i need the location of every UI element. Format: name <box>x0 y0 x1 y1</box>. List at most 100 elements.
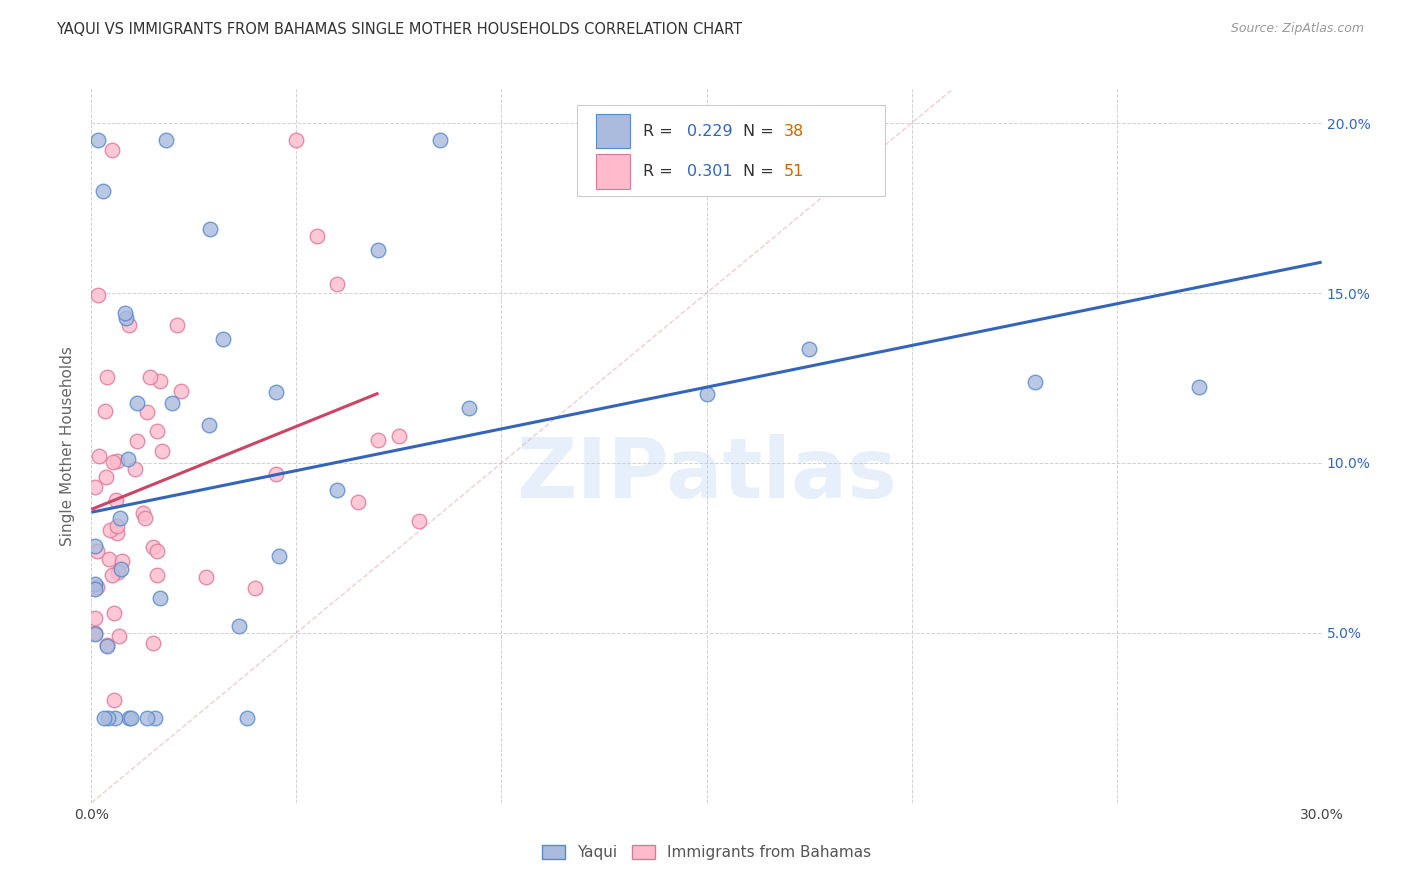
Point <box>101 144 124 158</box>
Point <box>98 524 121 538</box>
FancyBboxPatch shape <box>596 114 630 148</box>
Point <box>84 626 107 640</box>
Point <box>264 385 287 400</box>
Point <box>166 318 188 332</box>
Point <box>105 519 128 533</box>
Point <box>97 552 120 566</box>
Point <box>457 401 479 416</box>
Point <box>132 506 155 520</box>
Point <box>198 417 221 432</box>
Point <box>84 576 107 591</box>
Text: R =: R = <box>643 164 678 179</box>
Point <box>150 444 173 458</box>
Legend: Yaqui, Immigrants from Bahamas: Yaqui, Immigrants from Bahamas <box>536 839 877 866</box>
Point <box>198 221 221 235</box>
Point <box>86 544 108 558</box>
Text: YAQUI VS IMMIGRANTS FROM BAHAMAS SINGLE MOTHER HOUSEHOLDS CORRELATION CHART: YAQUI VS IMMIGRANTS FROM BAHAMAS SINGLE … <box>56 22 742 37</box>
Point <box>160 396 183 410</box>
Point <box>97 711 120 725</box>
Text: 0.229: 0.229 <box>686 124 733 138</box>
Point <box>86 581 108 595</box>
Point <box>101 567 124 582</box>
Point <box>84 582 107 596</box>
Point <box>141 540 163 554</box>
Point <box>125 396 148 410</box>
Text: R =: R = <box>643 124 678 138</box>
Text: N =: N = <box>744 124 779 138</box>
Text: Source: ZipAtlas.com: Source: ZipAtlas.com <box>1230 22 1364 36</box>
Point <box>367 433 389 447</box>
Point <box>695 386 717 401</box>
Point <box>797 342 820 356</box>
Point <box>143 711 166 725</box>
Point <box>94 469 117 483</box>
Point <box>285 133 308 147</box>
Text: ZIPatlas: ZIPatlas <box>516 434 897 515</box>
Point <box>107 629 129 643</box>
Point <box>127 434 149 448</box>
Point <box>149 591 172 605</box>
Point <box>84 611 107 625</box>
Text: N =: N = <box>744 164 779 179</box>
Point <box>103 455 125 469</box>
Point <box>103 607 125 621</box>
FancyBboxPatch shape <box>596 154 630 189</box>
Point <box>84 625 107 640</box>
Point <box>91 184 114 198</box>
Point <box>107 566 129 580</box>
Point <box>155 133 177 147</box>
Point <box>264 467 287 481</box>
Point <box>96 638 118 652</box>
Point <box>149 374 172 388</box>
Text: 38: 38 <box>785 124 804 138</box>
Point <box>114 310 136 325</box>
Point <box>96 640 118 654</box>
Point <box>105 526 128 541</box>
Point <box>195 570 218 584</box>
Point <box>236 711 259 725</box>
Point <box>269 549 291 564</box>
Point <box>118 318 141 333</box>
Point <box>108 510 131 524</box>
Point <box>367 243 389 257</box>
Point <box>347 495 370 509</box>
Point <box>142 636 165 650</box>
Point <box>388 429 411 443</box>
Point <box>104 492 127 507</box>
Point <box>136 711 159 725</box>
Point <box>1024 375 1046 389</box>
Text: 51: 51 <box>785 164 804 179</box>
Point <box>245 581 267 595</box>
Point <box>111 554 134 568</box>
Point <box>84 539 107 553</box>
Point <box>87 450 110 464</box>
Point <box>87 288 110 302</box>
Point <box>326 277 349 291</box>
Y-axis label: Single Mother Households: Single Mother Households <box>60 346 76 546</box>
Point <box>146 425 169 439</box>
Point <box>212 332 235 346</box>
Point <box>96 370 118 384</box>
Point <box>145 544 167 558</box>
Point <box>326 483 349 498</box>
Point <box>93 403 115 417</box>
Point <box>103 693 125 707</box>
Point <box>93 711 115 725</box>
Point <box>118 711 141 725</box>
Point <box>87 133 110 147</box>
Text: 0.301: 0.301 <box>686 164 733 179</box>
Point <box>429 133 451 147</box>
Point <box>139 370 162 384</box>
Point <box>305 229 328 244</box>
Point <box>110 562 132 576</box>
Point <box>1187 380 1209 394</box>
Point <box>170 384 193 399</box>
Point <box>145 568 167 582</box>
Point <box>104 711 127 725</box>
Point <box>124 461 146 475</box>
Point <box>120 711 142 725</box>
Point <box>228 619 250 633</box>
Point <box>117 452 139 467</box>
FancyBboxPatch shape <box>578 105 884 196</box>
Point <box>105 453 128 467</box>
